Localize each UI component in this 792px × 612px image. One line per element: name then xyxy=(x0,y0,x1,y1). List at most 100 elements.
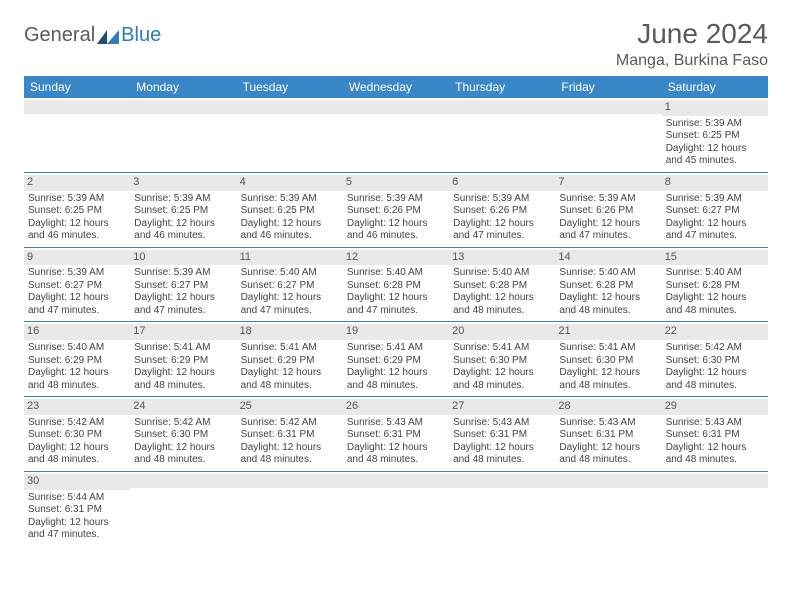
day-number: 17 xyxy=(130,324,236,340)
weekday-header: Tuesday xyxy=(237,76,343,98)
daynum-empty xyxy=(555,474,661,488)
daylight-line: Daylight: 12 hours and 48 minutes. xyxy=(134,442,232,467)
calendar-body: 1Sunrise: 5:39 AMSunset: 6:25 PMDaylight… xyxy=(24,98,768,546)
day-cell xyxy=(449,98,555,172)
daylight-line: Daylight: 12 hours and 47 minutes. xyxy=(28,517,126,542)
daynum-empty xyxy=(130,474,236,488)
daylight-line: Daylight: 12 hours and 48 minutes. xyxy=(453,292,551,317)
sunrise-line: Sunrise: 5:41 AM xyxy=(241,342,339,355)
sunrise-line: Sunrise: 5:43 AM xyxy=(559,417,657,430)
week-row: 16Sunrise: 5:40 AMSunset: 6:29 PMDayligh… xyxy=(24,322,768,397)
daylight-line: Daylight: 12 hours and 48 minutes. xyxy=(347,367,445,392)
sunrise-line: Sunrise: 5:39 AM xyxy=(134,267,232,280)
day-number: 25 xyxy=(237,399,343,415)
daylight-line: Daylight: 12 hours and 48 minutes. xyxy=(559,442,657,467)
sunset-line: Sunset: 6:25 PM xyxy=(28,205,126,218)
sunrise-line: Sunrise: 5:39 AM xyxy=(347,193,445,206)
month-title: June 2024 xyxy=(616,18,768,50)
daylight-line: Daylight: 12 hours and 47 minutes. xyxy=(666,218,764,243)
sunset-line: Sunset: 6:27 PM xyxy=(134,280,232,293)
day-cell: 23Sunrise: 5:42 AMSunset: 6:30 PMDayligh… xyxy=(24,397,130,472)
day-number: 30 xyxy=(24,474,130,490)
sunset-line: Sunset: 6:27 PM xyxy=(241,280,339,293)
daylight-line: Daylight: 12 hours and 47 minutes. xyxy=(28,292,126,317)
day-cell xyxy=(237,98,343,172)
logo: General Blue xyxy=(24,18,161,47)
daylight-line: Daylight: 12 hours and 48 minutes. xyxy=(453,442,551,467)
sunset-line: Sunset: 6:30 PM xyxy=(28,429,126,442)
calendar-head: SundayMondayTuesdayWednesdayThursdayFrid… xyxy=(24,76,768,98)
sunrise-line: Sunrise: 5:39 AM xyxy=(28,193,126,206)
day-number: 26 xyxy=(343,399,449,415)
daynum-empty xyxy=(662,474,768,488)
logo-text-general: General xyxy=(24,24,95,47)
sunrise-line: Sunrise: 5:40 AM xyxy=(347,267,445,280)
sunrise-line: Sunrise: 5:39 AM xyxy=(241,193,339,206)
sunset-line: Sunset: 6:25 PM xyxy=(134,205,232,218)
sunset-line: Sunset: 6:31 PM xyxy=(666,429,764,442)
day-number: 23 xyxy=(24,399,130,415)
sunrise-line: Sunrise: 5:41 AM xyxy=(347,342,445,355)
sunset-line: Sunset: 6:28 PM xyxy=(666,280,764,293)
day-number: 14 xyxy=(555,250,661,266)
day-cell: 16Sunrise: 5:40 AMSunset: 6:29 PMDayligh… xyxy=(24,322,130,397)
sunrise-line: Sunrise: 5:39 AM xyxy=(666,193,764,206)
daylight-line: Daylight: 12 hours and 47 minutes. xyxy=(241,292,339,317)
day-cell: 18Sunrise: 5:41 AMSunset: 6:29 PMDayligh… xyxy=(237,322,343,397)
day-cell: 14Sunrise: 5:40 AMSunset: 6:28 PMDayligh… xyxy=(555,247,661,322)
day-number: 20 xyxy=(449,324,555,340)
sunset-line: Sunset: 6:29 PM xyxy=(134,355,232,368)
sunset-line: Sunset: 6:30 PM xyxy=(453,355,551,368)
daylight-line: Daylight: 12 hours and 48 minutes. xyxy=(241,442,339,467)
day-cell: 30Sunrise: 5:44 AMSunset: 6:31 PMDayligh… xyxy=(24,471,130,545)
title-block: June 2024 Manga, Burkina Faso xyxy=(616,18,768,70)
weekday-header: Monday xyxy=(130,76,236,98)
day-number: 5 xyxy=(343,175,449,191)
day-number: 27 xyxy=(449,399,555,415)
sunset-line: Sunset: 6:26 PM xyxy=(347,205,445,218)
day-number: 1 xyxy=(662,100,768,116)
day-cell: 5 Sunrise: 5:39 AMSunset: 6:26 PMDaylight… xyxy=(343,172,449,247)
sunset-line: Sunset: 6:26 PM xyxy=(453,205,551,218)
weekday-header: Sunday xyxy=(24,76,130,98)
day-number: 22 xyxy=(662,324,768,340)
daylight-line: Daylight: 12 hours and 48 minutes. xyxy=(666,292,764,317)
sunrise-line: Sunrise: 5:43 AM xyxy=(347,417,445,430)
daynum-empty xyxy=(449,100,555,114)
day-cell: 7Sunrise: 5:39 AMSunset: 6:26 PMDaylight… xyxy=(555,172,661,247)
sunrise-line: Sunrise: 5:42 AM xyxy=(28,417,126,430)
daylight-line: Daylight: 12 hours and 48 minutes. xyxy=(453,367,551,392)
daylight-line: Daylight: 12 hours and 48 minutes. xyxy=(241,367,339,392)
daylight-line: Daylight: 12 hours and 48 minutes. xyxy=(559,292,657,317)
sunrise-line: Sunrise: 5:43 AM xyxy=(666,417,764,430)
day-cell xyxy=(662,471,768,545)
sunset-line: Sunset: 6:31 PM xyxy=(28,504,126,517)
day-number: 7 xyxy=(555,175,661,191)
day-number: 29 xyxy=(662,399,768,415)
day-cell: 4Sunrise: 5:39 AMSunset: 6:25 PMDaylight… xyxy=(237,172,343,247)
day-cell: 27Sunrise: 5:43 AMSunset: 6:31 PMDayligh… xyxy=(449,397,555,472)
sunrise-line: Sunrise: 5:41 AM xyxy=(559,342,657,355)
sunset-line: Sunset: 6:31 PM xyxy=(453,429,551,442)
sunset-line: Sunset: 6:30 PM xyxy=(134,429,232,442)
daynum-empty xyxy=(343,100,449,114)
sunrise-line: Sunrise: 5:39 AM xyxy=(559,193,657,206)
weekday-header: Saturday xyxy=(662,76,768,98)
day-number: 13 xyxy=(449,250,555,266)
day-cell xyxy=(237,471,343,545)
day-cell: 19Sunrise: 5:41 AMSunset: 6:29 PMDayligh… xyxy=(343,322,449,397)
sunset-line: Sunset: 6:26 PM xyxy=(559,205,657,218)
sunset-line: Sunset: 6:28 PM xyxy=(347,280,445,293)
daylight-line: Daylight: 12 hours and 48 minutes. xyxy=(666,442,764,467)
day-number: 9 xyxy=(24,250,130,266)
week-row: 1Sunrise: 5:39 AMSunset: 6:25 PMDaylight… xyxy=(24,98,768,172)
sunrise-line: Sunrise: 5:42 AM xyxy=(241,417,339,430)
daylight-line: Daylight: 12 hours and 46 minutes. xyxy=(347,218,445,243)
day-number: 6 xyxy=(449,175,555,191)
day-cell: 17Sunrise: 5:41 AMSunset: 6:29 PMDayligh… xyxy=(130,322,236,397)
day-number: 12 xyxy=(343,250,449,266)
daylight-line: Daylight: 12 hours and 48 minutes. xyxy=(666,367,764,392)
daynum-empty xyxy=(555,100,661,114)
sunset-line: Sunset: 6:27 PM xyxy=(28,280,126,293)
daylight-line: Daylight: 12 hours and 47 minutes. xyxy=(134,292,232,317)
